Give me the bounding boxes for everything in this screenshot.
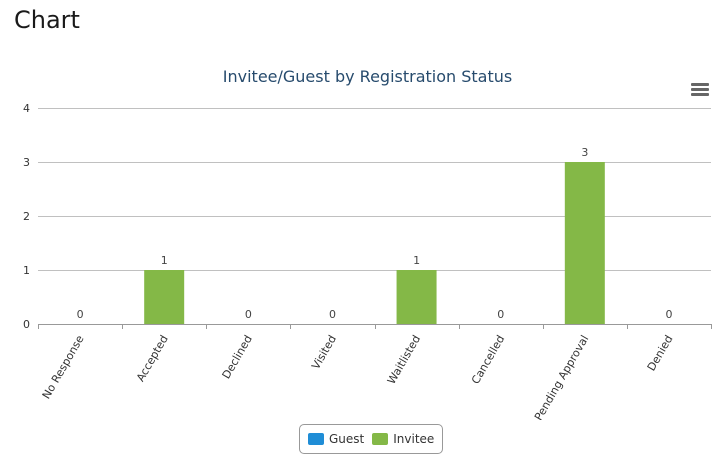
x-category-label: Cancelled bbox=[469, 333, 507, 386]
y-tick-label: 1 bbox=[23, 264, 30, 277]
legend-swatch-icon bbox=[372, 433, 389, 445]
data-label: 0 bbox=[245, 308, 252, 321]
bar-chart-plot: 0 1 2 3 4 0 No Response 1 Accepted 0 Declined 0 Visi… bbox=[23, 102, 712, 420]
data-label: 0 bbox=[77, 308, 84, 321]
x-category-label: Pending Approval bbox=[532, 333, 591, 420]
data-label: 0 bbox=[329, 308, 336, 321]
x-category-label: Declined bbox=[220, 333, 255, 381]
data-label: 1 bbox=[161, 254, 168, 267]
y-tick-label: 3 bbox=[23, 156, 30, 169]
data-label: 3 bbox=[581, 146, 588, 159]
y-tick-label: 0 bbox=[23, 318, 30, 331]
data-label: 0 bbox=[497, 308, 504, 321]
y-tick-label: 2 bbox=[23, 210, 30, 223]
legend-item-invitee[interactable]: Invitee bbox=[372, 432, 434, 446]
data-label: 1 bbox=[413, 254, 420, 267]
x-category-label: No Response bbox=[40, 333, 87, 401]
legend-swatch-icon bbox=[308, 433, 324, 445]
chart-title: Invitee/Guest by Registration Status bbox=[222, 67, 513, 86]
bar-invitee[interactable] bbox=[564, 162, 605, 324]
data-label: 0 bbox=[665, 308, 672, 321]
bar-invitee[interactable] bbox=[144, 270, 185, 324]
page-title: Chart bbox=[14, 6, 80, 34]
hamburger-menu-icon[interactable] bbox=[691, 83, 709, 97]
legend-label: Guest bbox=[329, 432, 365, 446]
legend-label: Invitee bbox=[393, 432, 435, 446]
chart-legend: Guest Invitee bbox=[299, 424, 444, 454]
x-category-label: Accepted bbox=[134, 333, 171, 384]
x-category-label: Denied bbox=[645, 333, 676, 373]
legend-item-guest[interactable]: Guest bbox=[308, 432, 364, 446]
x-category-label: Visited bbox=[309, 333, 339, 372]
x-category-label: Waitlisted bbox=[385, 333, 423, 386]
bar-invitee[interactable] bbox=[396, 270, 437, 324]
y-tick-label: 4 bbox=[23, 102, 30, 115]
